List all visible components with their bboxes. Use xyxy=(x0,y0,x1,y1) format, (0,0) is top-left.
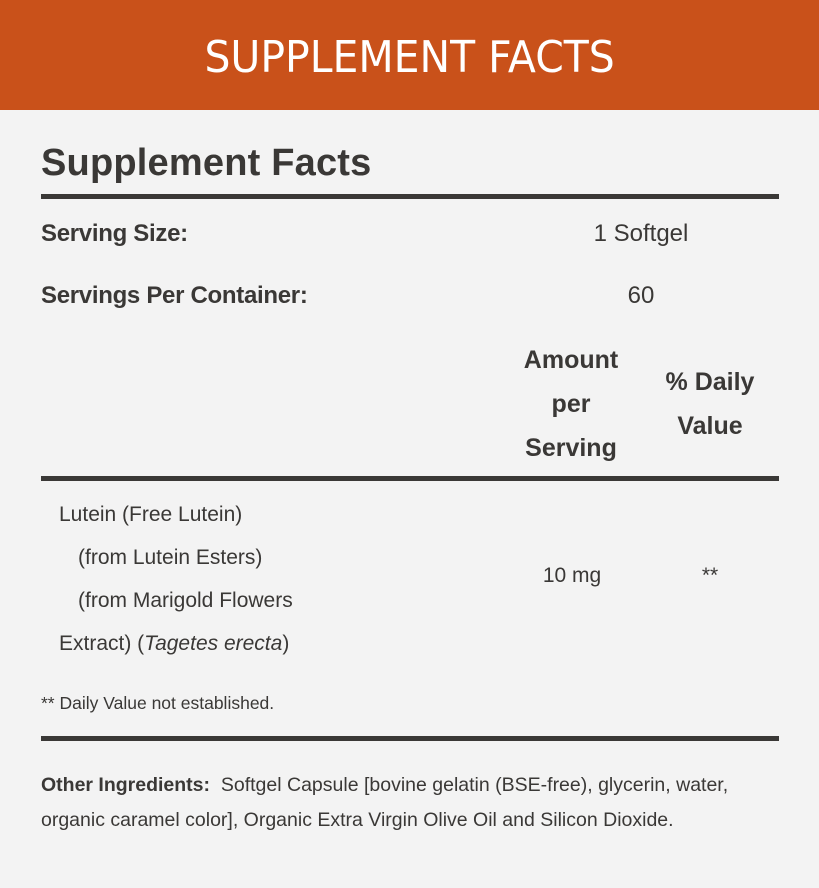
amount-per-serving-header: Amount per Serving xyxy=(501,338,641,470)
ingredient-line: Extract) (Tagetes erecta) xyxy=(59,622,293,665)
amount-header-line: per xyxy=(551,390,591,418)
botanical-name: Tagetes erecta xyxy=(144,632,283,655)
other-ingredients: Other Ingredients: Softgel Capsule [bovi… xyxy=(41,768,781,838)
ingredient-line: Lutein (Free Lutein) xyxy=(59,503,243,526)
serving-size-value: 1 Softgel xyxy=(593,220,689,247)
ingredient-daily-value: ** xyxy=(701,564,719,587)
serving-size-label: Serving Size: xyxy=(41,220,188,247)
amount-header-line: Serving xyxy=(525,434,617,462)
ingredient-line: (from Lutein Esters) xyxy=(78,546,263,569)
other-ingredients-label: Other Ingredients: xyxy=(41,774,211,796)
ingredient-text: ) xyxy=(282,632,290,655)
footer-divider xyxy=(41,736,779,741)
daily-value-header-line: % Daily xyxy=(665,368,755,396)
ingredient-text: Extract) ( xyxy=(59,632,145,655)
banner-title: SUPPLEMENT FACTS xyxy=(204,31,615,83)
ingredient-line: (from Marigold Flowers xyxy=(78,589,293,612)
other-ingredients-text: Softgel Capsule [bovine gelatin (BSE-fre… xyxy=(41,774,729,831)
servings-per-container-value: 60 xyxy=(627,282,655,309)
header-divider xyxy=(41,476,779,481)
header-banner: SUPPLEMENT FACTS xyxy=(0,0,819,110)
servings-per-container-label: Servings Per Container: xyxy=(41,282,308,309)
amount-header-line: Amount xyxy=(523,346,619,374)
panel-title: Supplement Facts xyxy=(41,142,372,184)
daily-value-header-line: Value xyxy=(677,412,743,440)
ingredient-name: Lutein (Free Lutein) (from Lutein Esters… xyxy=(59,493,293,665)
daily-value-header: % Daily Value xyxy=(645,360,775,448)
title-divider xyxy=(41,194,779,199)
ingredient-amount: 10 mg xyxy=(542,564,602,587)
daily-value-footnote: ** Daily Value not established. xyxy=(41,693,275,713)
